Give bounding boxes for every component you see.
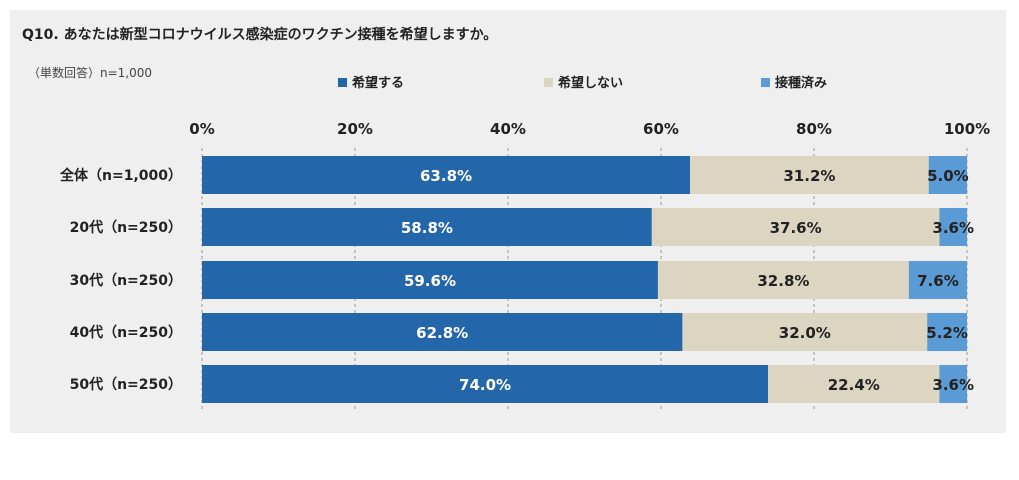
data-label: 62.8%: [416, 324, 468, 342]
data-label: 37.6%: [770, 219, 822, 237]
data-label: 3.6%: [932, 219, 974, 237]
data-label: 5.2%: [926, 324, 968, 342]
bar-segment: [202, 208, 652, 246]
bar-segment: [651, 208, 940, 246]
legend-swatch-1: [338, 78, 347, 87]
bar-segment: [690, 156, 929, 194]
data-label: 22.4%: [828, 376, 880, 394]
bar-segment: [908, 261, 967, 299]
category-labels: 全体（n=1,000） 20代（n=250） 30代（n=250） 40代（n=250…: [59, 167, 182, 393]
bar-segment: [202, 261, 658, 299]
legend-swatch-2: [544, 78, 553, 87]
category-label: 30代（n=250）: [70, 272, 182, 289]
data-label: 7.6%: [917, 272, 959, 290]
x-tick-label: 60%: [643, 120, 679, 138]
category-label: 40代（n=250）: [70, 324, 182, 341]
base-note: （単数回答）n=1,000: [28, 65, 152, 80]
category-label: 20代（n=250）: [70, 219, 182, 236]
data-label: 59.6%: [404, 272, 456, 290]
x-tick-label: 100%: [944, 120, 990, 138]
category-label: 全体（n=1,000）: [59, 167, 182, 184]
legend-swatch-3: [761, 78, 770, 87]
legend-label-3: 接種済み: [775, 75, 827, 91]
bar-segment: [927, 313, 967, 351]
category-label: 50代（n=250）: [70, 376, 182, 393]
x-tick-label: 0%: [189, 120, 214, 138]
bar-segment: [939, 208, 967, 246]
bar-segment: [202, 365, 769, 403]
data-label: 58.8%: [401, 219, 453, 237]
legend: 希望する 希望しない 接種済み: [338, 75, 827, 91]
x-tick-label: 20%: [337, 120, 373, 138]
chart-title: Q10. あなたは新型コロナウイルス感染症のワクチン接種を希望しますか。: [22, 26, 497, 43]
data-label: 5.0%: [927, 167, 969, 185]
data-label: 32.8%: [757, 272, 809, 290]
data-label: 32.0%: [779, 324, 831, 342]
legend-label-2: 希望しない: [558, 75, 623, 91]
x-axis-ticks: 0% 20% 40% 60% 80% 100%: [189, 120, 990, 138]
bar-segment: [768, 365, 940, 403]
data-label: 63.8%: [420, 167, 472, 185]
bar-segment: [202, 156, 691, 194]
data-label: 3.6%: [932, 376, 974, 394]
bar-segment: [928, 156, 967, 194]
x-tick-label: 80%: [796, 120, 832, 138]
bar-segment: [682, 313, 928, 351]
legend-label-1: 希望する: [352, 75, 404, 91]
data-label: 31.2%: [783, 167, 835, 185]
data-label: 74.0%: [459, 376, 511, 394]
bar-segment: [657, 261, 909, 299]
bars: [202, 156, 967, 403]
data-labels: 63.8% 31.2% 5.0% 58.8% 37.6% 3.6% 59.6% 32.8% 7.…: [401, 167, 974, 394]
bar-segment: [939, 365, 967, 403]
bar-segment: [202, 313, 683, 351]
x-tick-label: 40%: [490, 120, 526, 138]
